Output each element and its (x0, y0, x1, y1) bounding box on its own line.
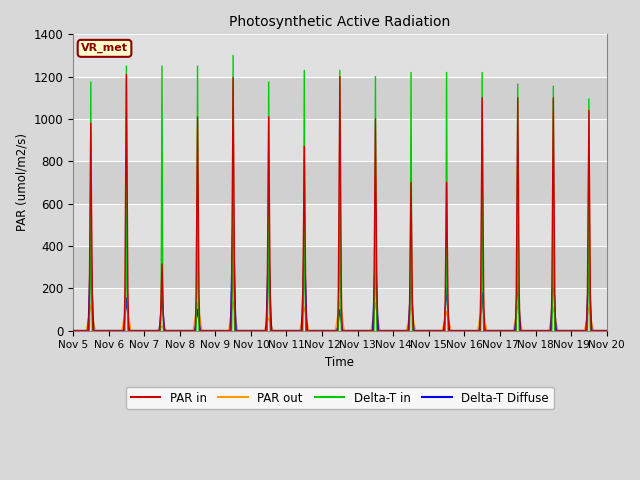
Delta-T Diffuse (186, 328, 194, 334)
Delta-T in (437, 328, 445, 334)
PAR out (186, 328, 194, 334)
Delta-T Diffuse (603, 328, 611, 334)
Title: Photosynthetic Active Radiation: Photosynthetic Active Radiation (229, 15, 451, 29)
Line: PAR out: PAR out (73, 301, 607, 331)
Delta-T Diffuse (437, 328, 445, 334)
Delta-T in (186, 328, 194, 334)
Delta-T in (332, 328, 340, 334)
Delta-T Diffuse (332, 328, 340, 334)
Delta-T Diffuse (229, 203, 237, 209)
Legend: PAR in, PAR out, Delta-T in, Delta-T Diffuse: PAR in, PAR out, Delta-T in, Delta-T Dif… (126, 387, 554, 409)
PAR out (229, 298, 237, 304)
PAR in (69, 328, 77, 334)
PAR out (384, 328, 392, 334)
Bar (73, 119, 607, 161)
Delta-T Diffuse (555, 328, 563, 334)
PAR out (69, 328, 77, 334)
Delta-T Diffuse (209, 328, 217, 334)
PAR in (210, 328, 218, 334)
Text: VR_met: VR_met (81, 43, 128, 53)
PAR in (187, 328, 195, 334)
PAR out (209, 328, 217, 334)
PAR out (555, 328, 563, 334)
Delta-T Diffuse (69, 328, 77, 334)
X-axis label: Time: Time (325, 356, 355, 369)
Delta-T in (69, 328, 77, 334)
Bar (73, 288, 607, 331)
PAR in (437, 328, 445, 334)
PAR out (603, 328, 611, 334)
Line: Delta-T in: Delta-T in (73, 56, 607, 331)
Delta-T Diffuse (384, 328, 392, 334)
Delta-T in (229, 53, 237, 59)
Delta-T in (209, 328, 217, 334)
Bar (73, 204, 607, 246)
PAR in (384, 328, 392, 334)
Bar (73, 35, 607, 77)
PAR out (437, 328, 445, 334)
Bar (73, 161, 607, 204)
Y-axis label: PAR (umol/m2/s): PAR (umol/m2/s) (15, 133, 28, 231)
Delta-T in (384, 328, 392, 334)
Line: Delta-T Diffuse: Delta-T Diffuse (73, 206, 607, 331)
PAR in (603, 328, 611, 334)
Bar (73, 246, 607, 288)
PAR in (555, 328, 563, 334)
Bar (73, 77, 607, 119)
Delta-T in (603, 328, 611, 334)
PAR in (332, 328, 340, 334)
Line: PAR in: PAR in (73, 74, 607, 331)
PAR in (122, 72, 130, 77)
Delta-T in (555, 328, 563, 334)
PAR out (332, 323, 340, 329)
